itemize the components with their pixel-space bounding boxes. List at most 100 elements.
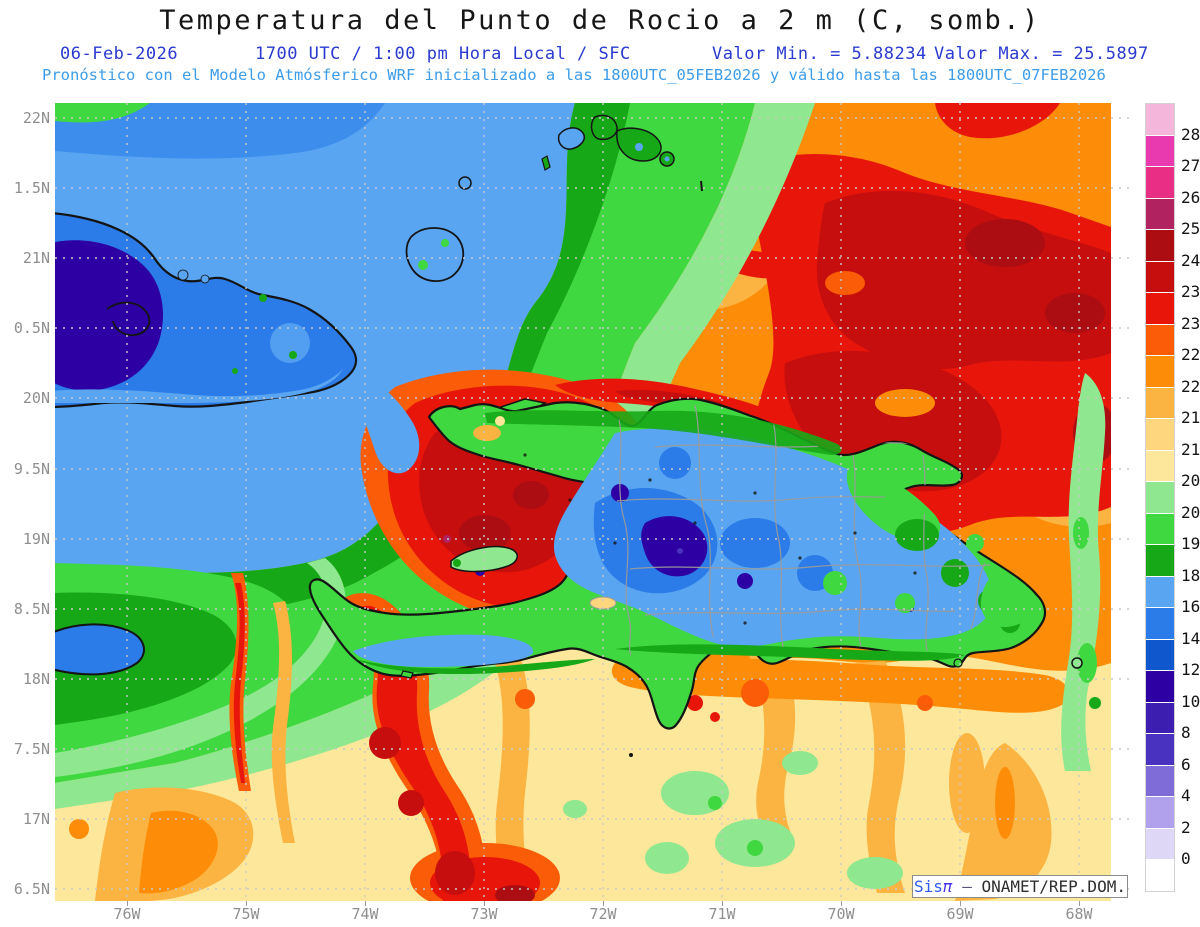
colorbar-segment <box>1146 230 1174 261</box>
y-tick-label: 19N <box>22 530 50 548</box>
colorbar-tick-label: 22.5 <box>1181 345 1200 364</box>
ile-a-vache <box>400 670 414 679</box>
colorbar-segment <box>1146 513 1174 544</box>
little-inagua-island <box>458 176 472 190</box>
colorbar <box>1145 103 1175 892</box>
y-tick-label: 1.5N <box>13 179 50 197</box>
contour-field <box>55 103 1111 901</box>
y-tick-label: 21N <box>22 249 50 267</box>
x-tick-label: 70W <box>827 905 855 923</box>
x-tick-label: 68W <box>1065 905 1093 923</box>
valid-time: 1700 UTC / 1:00 pm Hora Local / SFC <box>255 44 631 64</box>
x-tick-mark <box>603 901 604 906</box>
x-tick-label: 72W <box>589 905 617 923</box>
colorbar-tick-label: 26 <box>1181 187 1200 207</box>
model-info-line: Pronóstico con el Modelo Atmósferico WRF… <box>42 66 1106 84</box>
max-value-label: Valor Max. = 25.5897 <box>934 44 1149 64</box>
grid-lines <box>55 103 1135 901</box>
watermark-box: Sisπ – ONAMET/REP.DOM. <box>912 875 1128 898</box>
x-tick-mark <box>1079 901 1080 906</box>
jamaica-landmass <box>55 617 153 681</box>
colorbar-tick-label: 14 <box>1181 628 1200 648</box>
turks-caicos-islands <box>541 114 675 171</box>
colorbar-segment <box>1146 324 1174 355</box>
chart-title: Temperatura del Punto de Rocio a 2 m (C,… <box>159 5 1041 36</box>
colorbar-tick-label: 12 <box>1181 660 1200 679</box>
x-tick-label: 74W <box>351 905 379 923</box>
colorbar-tick-label: 20.5 <box>1181 471 1200 490</box>
x-tick-label: 73W <box>470 905 498 923</box>
colorbar-segment <box>1146 608 1174 639</box>
x-tick-mark <box>722 901 723 906</box>
y-tick-label: 20N <box>22 389 50 407</box>
colorbar-segment <box>1146 419 1174 450</box>
colorbar-segment <box>1146 293 1174 324</box>
y-tick-label: 0.5N <box>13 319 50 337</box>
y-tick-label: 17N <box>22 810 50 828</box>
colorbar-tick-label: 18 <box>1181 565 1200 585</box>
colorbar-tick-label: 22 <box>1181 376 1200 396</box>
colorbar-segment <box>1146 261 1174 292</box>
cuba-landmass <box>55 212 358 409</box>
cuba-bay-outline <box>106 301 151 336</box>
colorbar-tick-label: 4 <box>1181 786 1191 805</box>
x-tick-mark <box>484 901 485 906</box>
colorbar-tick-label: 6 <box>1181 754 1191 774</box>
colorbar-tick-label: 20 <box>1181 502 1200 522</box>
x-tick-label: 69W <box>946 905 974 923</box>
map-area <box>55 103 1135 901</box>
colorbar-tick-label: 23 <box>1181 313 1200 333</box>
colorbar-tick-label: 10 <box>1181 691 1200 711</box>
colorbar-tick-label: 0 <box>1181 849 1191 868</box>
small-east-islet <box>1071 657 1083 669</box>
y-tick-label: 22N <box>22 109 50 127</box>
x-tick-label: 76W <box>113 905 141 923</box>
colorbar-segment <box>1146 356 1174 387</box>
chart-subtitle-row: 06-Feb-2026 1700 UTC / 1:00 pm Hora Loca… <box>0 44 1200 64</box>
colorbar-segment <box>1146 482 1174 513</box>
colorbar-tick-label: 23.5 <box>1181 282 1200 301</box>
colorbar-tick-label: 19 <box>1181 534 1200 553</box>
colorbar-segment <box>1146 135 1174 166</box>
pi-icon: π <box>942 877 953 896</box>
hispaniola-landmass <box>308 397 1047 730</box>
watermark-org: ONAMET/REP.DOM. <box>981 877 1126 896</box>
colorbar-tick-label: 25 <box>1181 219 1200 238</box>
colorbar-segment <box>1146 734 1174 765</box>
weather-map-canvas <box>55 103 1135 901</box>
colorbar-segment <box>1146 671 1174 702</box>
colorbar-segment <box>1146 198 1174 229</box>
colorbar-tick-label: 2 <box>1181 817 1191 837</box>
watermark-brand: Sis <box>914 877 943 896</box>
valid-date: 06-Feb-2026 <box>60 44 179 64</box>
x-tick-mark <box>960 901 961 906</box>
y-tick-label: 6.5N <box>13 880 50 898</box>
colorbar-segment <box>1146 104 1174 135</box>
colorbar-tick-label: 28 <box>1181 124 1200 144</box>
saona-island <box>953 658 963 668</box>
colorbar-segment <box>1146 167 1174 198</box>
colorbar-segment <box>1146 702 1174 733</box>
colorbar-segment <box>1146 828 1174 859</box>
colorbar-tick-label: 24.5 <box>1181 250 1200 270</box>
colorbar-segment <box>1146 639 1174 670</box>
y-tick-label: 9.5N <box>13 460 50 478</box>
x-tick-label: 75W <box>232 905 260 923</box>
x-tick-mark <box>246 901 247 906</box>
station-dots <box>523 453 917 625</box>
colorbar-tick-label: 21 <box>1181 439 1200 459</box>
y-tick-label: 8.5N <box>13 600 50 618</box>
x-tick-mark <box>127 901 128 906</box>
great-inagua-island <box>405 227 465 282</box>
watermark-dash: – <box>952 877 982 896</box>
colorbar-tick-label: 8 <box>1181 723 1191 742</box>
colorbar-segment <box>1146 450 1174 481</box>
colorbar-segment <box>1146 860 1174 891</box>
x-tick-mark <box>365 901 366 906</box>
min-value-label: Valor Min. = 5.88234 <box>712 44 927 64</box>
colorbar-segment <box>1146 545 1174 576</box>
colorbar-tick-label: 21.5 <box>1181 408 1200 427</box>
y-tick-label: 7.5N <box>13 740 50 758</box>
y-tick-label: 18N <box>22 670 50 688</box>
